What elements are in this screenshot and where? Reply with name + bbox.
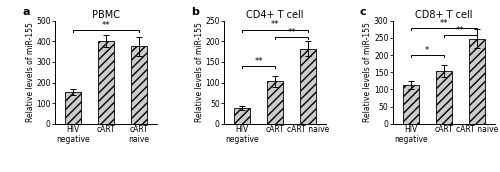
- Bar: [98, 41, 114, 124]
- Text: **: **: [456, 26, 464, 35]
- Text: **: **: [440, 19, 448, 28]
- Y-axis label: Relative levels of miR-155: Relative levels of miR-155: [26, 22, 35, 122]
- Text: **: **: [270, 20, 279, 29]
- Bar: [65, 92, 82, 124]
- Y-axis label: Relative levels of miR-155: Relative levels of miR-155: [364, 22, 372, 122]
- Title: CD4+ T cell: CD4+ T cell: [246, 10, 304, 20]
- Text: **: **: [288, 28, 296, 37]
- Text: a: a: [22, 7, 30, 17]
- Title: PBMC: PBMC: [92, 10, 120, 20]
- Text: *: *: [425, 46, 430, 55]
- Bar: [468, 39, 485, 124]
- Bar: [300, 49, 316, 124]
- Bar: [402, 85, 419, 124]
- Text: b: b: [191, 7, 199, 17]
- Y-axis label: Relative levels of miR-155: Relative levels of miR-155: [195, 22, 204, 122]
- Bar: [234, 108, 250, 124]
- Bar: [131, 46, 148, 124]
- Text: **: **: [102, 21, 110, 30]
- Text: **: **: [254, 57, 262, 66]
- Bar: [266, 81, 283, 124]
- Bar: [436, 71, 452, 124]
- Title: CD8+ T cell: CD8+ T cell: [415, 10, 472, 20]
- Text: c: c: [360, 7, 366, 17]
